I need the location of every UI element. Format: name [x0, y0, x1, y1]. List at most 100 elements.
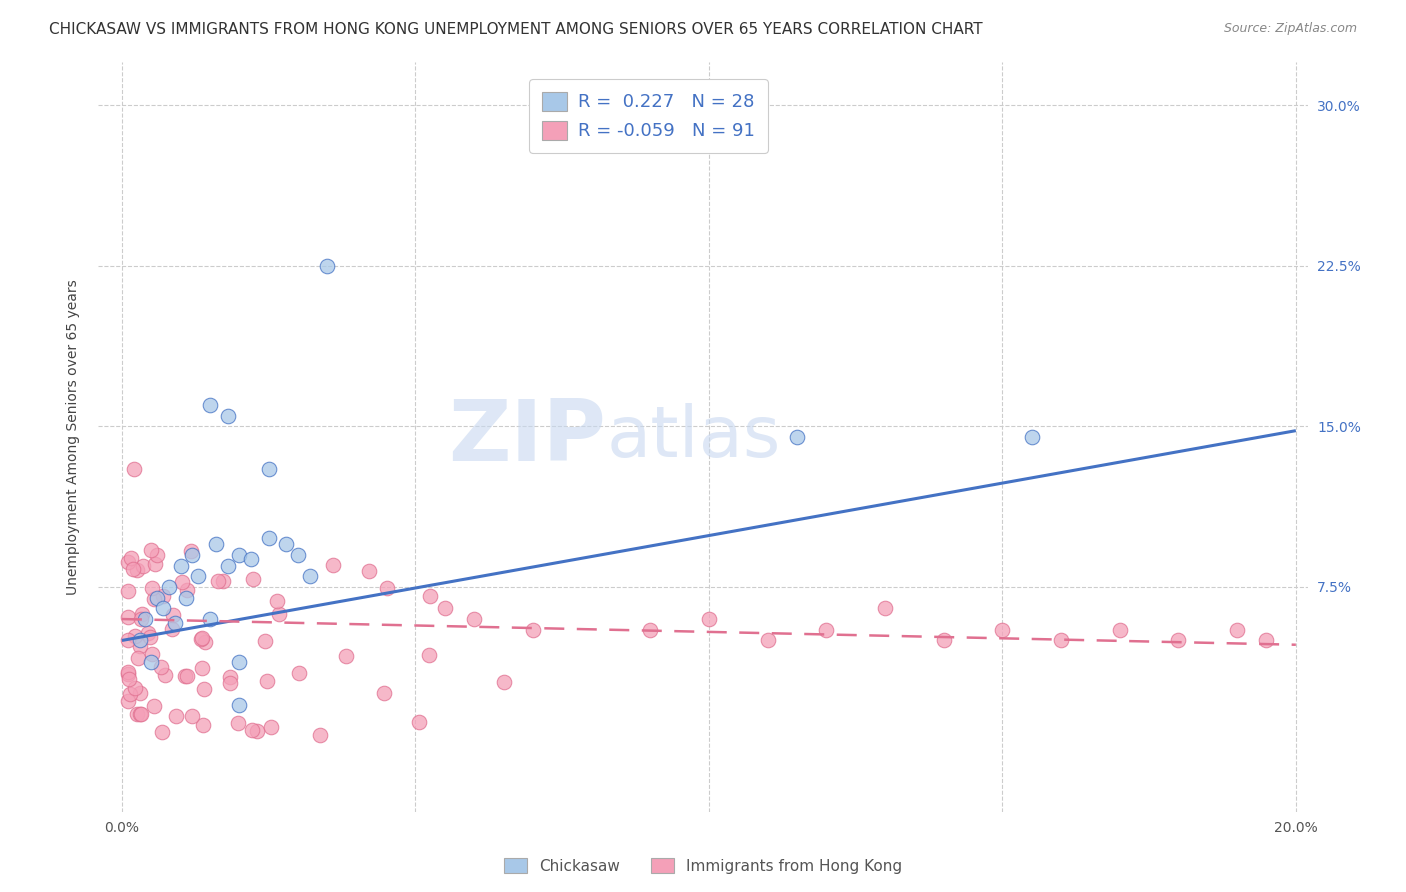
Text: CHICKASAW VS IMMIGRANTS FROM HONG KONG UNEMPLOYMENT AMONG SENIORS OVER 65 YEARS : CHICKASAW VS IMMIGRANTS FROM HONG KONG U… [49, 22, 983, 37]
Point [1021, 430, 1043, 444]
Point [187, 569, 209, 583]
Point [118, 672, 141, 686]
Point [257, 531, 280, 545]
Point [145, 548, 167, 562]
Point [169, 558, 191, 573]
Point [1050, 633, 1073, 648]
Point [132, 558, 155, 573]
Point [419, 589, 441, 603]
Point [357, 564, 380, 578]
Point [463, 612, 485, 626]
Point [418, 648, 440, 662]
Point [228, 698, 250, 712]
Point [122, 462, 145, 476]
Point [131, 612, 153, 626]
Point [298, 569, 321, 583]
Point [1226, 623, 1249, 637]
Point [117, 667, 139, 681]
Point [149, 659, 172, 673]
Point [117, 584, 139, 599]
Point [124, 681, 146, 696]
Y-axis label: Unemployment Among Seniors over 65 years: Unemployment Among Seniors over 65 years [66, 279, 80, 595]
Point [198, 398, 221, 412]
Point [117, 609, 139, 624]
Text: atlas: atlas [606, 402, 780, 472]
Point [128, 639, 150, 653]
Point [141, 581, 163, 595]
Point [120, 550, 142, 565]
Point [257, 462, 280, 476]
Point [152, 590, 174, 604]
Point [155, 667, 177, 681]
Point [1108, 623, 1130, 637]
Point [309, 728, 332, 742]
Point [125, 564, 148, 578]
Point [253, 634, 276, 648]
Point [256, 673, 278, 688]
Point [756, 633, 779, 648]
Point [139, 542, 162, 557]
Point [226, 715, 249, 730]
Text: Source: ZipAtlas.com: Source: ZipAtlas.com [1223, 22, 1357, 36]
Point [991, 623, 1014, 637]
Point [146, 591, 169, 605]
Point [219, 676, 242, 690]
Point [373, 686, 395, 700]
Point [287, 548, 309, 562]
Point [139, 630, 162, 644]
Point [697, 612, 720, 626]
Point [194, 634, 217, 648]
Point [181, 548, 204, 562]
Point [375, 581, 398, 595]
Point [266, 594, 288, 608]
Point [180, 544, 202, 558]
Point [152, 601, 174, 615]
Point [212, 574, 235, 588]
Point [176, 583, 198, 598]
Point [204, 537, 226, 551]
Point [242, 572, 264, 586]
Point [160, 622, 183, 636]
Point [193, 681, 215, 696]
Point [117, 665, 139, 679]
Point [191, 717, 214, 731]
Point [128, 633, 150, 648]
Point [180, 708, 202, 723]
Point [162, 607, 184, 622]
Point [316, 259, 339, 273]
Point [190, 632, 212, 646]
Text: ZIP: ZIP [449, 395, 606, 479]
Point [124, 629, 146, 643]
Point [638, 623, 661, 637]
Point [136, 626, 159, 640]
Point [932, 633, 955, 648]
Point [217, 558, 239, 573]
Point [142, 698, 165, 713]
Legend: R =  0.227   N = 28, R = -0.059   N = 91: R = 0.227 N = 28, R = -0.059 N = 91 [530, 79, 768, 153]
Point [228, 655, 250, 669]
Point [260, 720, 283, 734]
Point [522, 623, 544, 637]
Point [1256, 633, 1278, 648]
Point [176, 668, 198, 682]
Point [288, 666, 311, 681]
Point [433, 601, 456, 615]
Point [117, 632, 139, 647]
Point [134, 612, 156, 626]
Point [141, 648, 163, 662]
Point [335, 649, 357, 664]
Point [129, 706, 152, 721]
Point [191, 661, 214, 675]
Point [1167, 633, 1189, 648]
Point [219, 670, 242, 684]
Point [127, 650, 149, 665]
Point [873, 601, 896, 615]
Point [176, 591, 198, 605]
Point [246, 723, 269, 738]
Point [786, 430, 808, 444]
Point [198, 612, 221, 626]
Point [142, 592, 165, 607]
Point [172, 574, 194, 589]
Point [131, 607, 153, 622]
Point [117, 694, 139, 708]
